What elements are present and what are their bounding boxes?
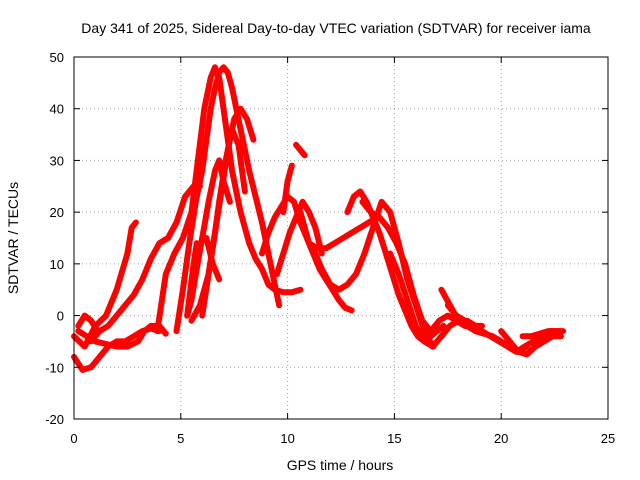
x-tick-label: 5 (177, 431, 184, 446)
y-tick-label: -10 (45, 360, 64, 375)
ticks-layer: 0 5 10 15 20 25 -20 -10 0 10 20 30 40 50 (45, 50, 615, 446)
series-line-sat-19 (344, 188, 447, 345)
y-axis-label: SDTVAR / TECUs (5, 182, 21, 294)
series-line-sat-7 (173, 64, 283, 335)
x-tick-label: 25 (601, 431, 615, 446)
chart-title: Day 341 of 2025, Sidereal Day-to-day VTE… (81, 20, 591, 36)
y-tick-label: 0 (57, 309, 64, 324)
y-tick-label: 50 (50, 50, 64, 65)
y-tick-label: 20 (50, 205, 64, 220)
x-tick-label: 0 (70, 431, 77, 446)
y-tick-label: -20 (45, 412, 64, 427)
y-tick-label: 30 (50, 153, 64, 168)
y-tick-label: 40 (50, 102, 64, 117)
x-tick-label: 10 (280, 431, 294, 446)
series-line-sat-5 (88, 183, 203, 345)
series-line-sat-1 (71, 219, 139, 350)
series-line-sat-12 (203, 235, 223, 283)
y-tick-label: 10 (50, 257, 64, 272)
x-axis-label: GPS time / hours (287, 457, 394, 473)
series-line-sat-15 (280, 162, 295, 216)
x-tick-label: 15 (387, 431, 401, 446)
plot-frame (73, 56, 609, 420)
series-line-sat-23 (444, 302, 485, 329)
x-tick-label: 20 (494, 431, 508, 446)
series-line-sat-24 (498, 328, 564, 358)
series-layer (71, 64, 567, 373)
series-line-sat-9 (184, 240, 200, 319)
series-line-sat-11 (199, 126, 248, 319)
series-line-sat-25 (519, 328, 567, 340)
series-line-sat-4 (75, 312, 101, 335)
series-line-sat-16 (293, 141, 308, 159)
